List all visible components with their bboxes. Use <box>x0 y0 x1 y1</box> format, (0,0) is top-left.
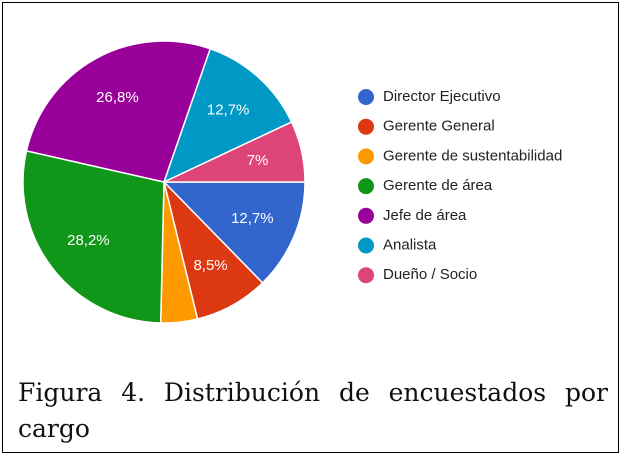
legend-swatch <box>358 89 374 105</box>
legend-label: Dueño / Socio <box>383 266 477 283</box>
legend-swatch <box>358 267 374 284</box>
legend-swatch <box>358 178 374 195</box>
legend-label: Analista <box>383 236 437 253</box>
slice-label: 7% <box>247 152 269 169</box>
figure-frame <box>2 2 619 453</box>
figure-caption: Figura 4. Distribución de encuestados po… <box>18 378 608 443</box>
pie-slice <box>163 121 306 183</box>
legend-label: Director Ejecutivo <box>383 88 501 105</box>
pie-slice <box>22 149 165 324</box>
slice-label: 28,2% <box>67 232 110 249</box>
pie-slice <box>162 181 306 284</box>
legend-label: Jefe de área <box>383 207 467 224</box>
slice-label: 8,5% <box>193 257 227 274</box>
slice-label: 12,7% <box>207 102 250 119</box>
slice-label: 26,8% <box>96 89 139 106</box>
legend-swatch <box>358 148 374 165</box>
slice-label: 12,7% <box>231 210 274 227</box>
legend-swatch <box>358 118 374 135</box>
legend-swatch <box>358 237 374 254</box>
legend-label: Gerente de área <box>383 177 493 194</box>
pie-slice <box>25 40 212 183</box>
pie-slice <box>162 47 293 184</box>
legend-label: Gerente General <box>383 118 495 135</box>
legend-swatch <box>358 207 374 224</box>
chart: 12,7% 8,5% 28,2% 26,8% 12,7% 7% Director Ejecu… <box>22 40 562 324</box>
legend-label: Gerente de sustentabilidad <box>383 147 562 164</box>
